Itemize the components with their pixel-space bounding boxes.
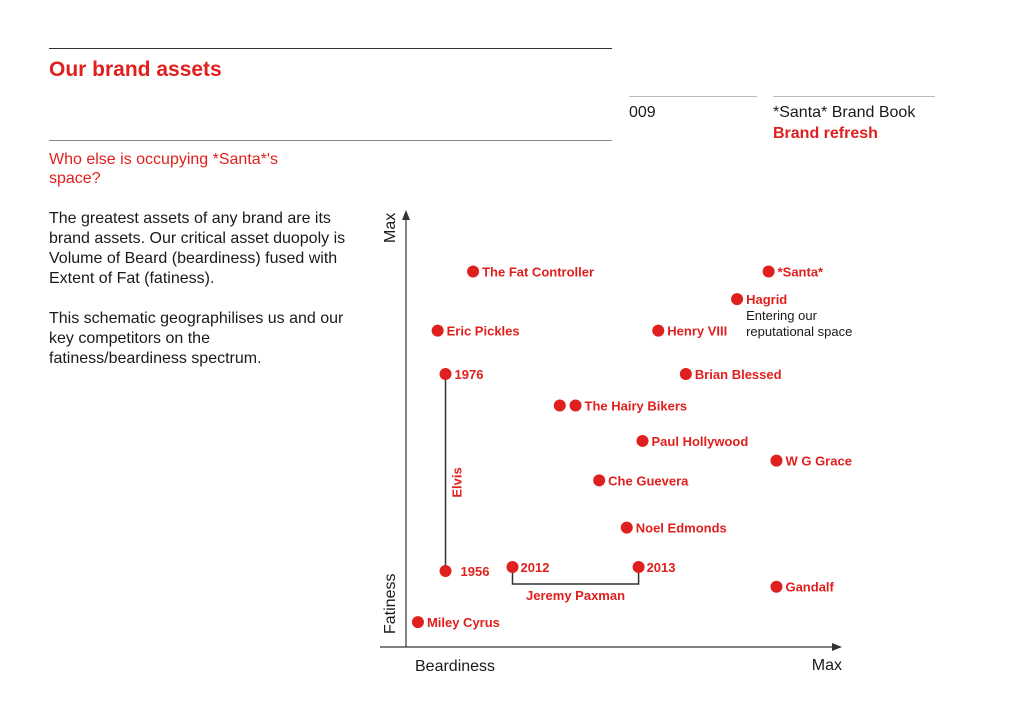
x-axis-label: Beardiness xyxy=(415,658,495,675)
range-label: Jeremy Paxman xyxy=(526,588,625,603)
range-start-point xyxy=(439,564,452,577)
y-axis-max-label: Max xyxy=(382,213,399,243)
top-rule xyxy=(49,48,612,49)
book-title-rule xyxy=(773,96,935,97)
range-start-label: 1956 xyxy=(461,564,490,579)
range-start-label: 2012 xyxy=(521,560,550,575)
x-axis-arrow xyxy=(832,643,842,651)
data-point-label: Hagrid xyxy=(746,292,787,307)
data-point-label: *Santa* xyxy=(778,265,824,280)
data-point-label: W G Grace xyxy=(785,454,851,469)
range-connector xyxy=(511,567,640,585)
range-end-point xyxy=(632,561,645,574)
data-point-label: Henry VIII xyxy=(667,324,727,339)
data-point-annotation: Entering our xyxy=(746,308,817,323)
data-point xyxy=(679,367,692,380)
section-heading: Who else is occupying *Santa*'s space? xyxy=(49,151,278,187)
data-point xyxy=(731,293,744,306)
data-point-label: The Hairy Bikers xyxy=(585,398,688,413)
data-point xyxy=(593,474,606,487)
body-paragraph-2: This schematic geographilises us and our… xyxy=(49,310,344,367)
data-point xyxy=(636,434,649,447)
data-point-label: Gandalf xyxy=(785,580,834,595)
chart-axes: Beardiness Max Fatiness Max xyxy=(380,210,842,675)
x-axis-max-label: Max xyxy=(812,657,842,674)
data-point-label: Brian Blessed xyxy=(695,367,782,382)
data-point xyxy=(652,324,665,337)
range-label: Elvis xyxy=(450,467,465,497)
data-point xyxy=(431,324,444,337)
data-point-label: The Fat Controller xyxy=(482,265,594,280)
book-subtitle: Brand refresh xyxy=(773,125,878,142)
page-title: Our brand assets xyxy=(49,58,222,81)
data-point xyxy=(762,265,775,278)
chart-ranges: Elvis 1956 1976 Jeremy Paxman 2012 2013 xyxy=(439,367,676,603)
section-rule xyxy=(49,140,612,141)
data-point xyxy=(620,521,633,534)
book-title: *Santa* Brand Book xyxy=(773,104,916,121)
data-point xyxy=(770,580,783,593)
data-point-label: Noel Edmonds xyxy=(636,521,727,536)
range-start-point xyxy=(506,561,519,574)
data-point xyxy=(411,616,424,629)
page-number-rule xyxy=(629,96,757,97)
body-text: The greatest assets of any brand are its… xyxy=(49,209,349,389)
data-point xyxy=(467,265,480,278)
body-paragraph-1: The greatest assets of any brand are its… xyxy=(49,210,346,287)
data-point-annotation: reputational space xyxy=(746,324,852,339)
range-end-label: 2013 xyxy=(647,560,676,575)
range-end-point xyxy=(439,367,452,380)
range-end-label: 1976 xyxy=(455,367,484,382)
data-point-label: Che Guevera xyxy=(608,473,689,488)
data-point-label: Miley Cyrus xyxy=(427,615,500,630)
data-point-label: Eric Pickles xyxy=(447,324,520,339)
data-point xyxy=(553,399,566,412)
data-point xyxy=(569,399,582,412)
chart-points: The Fat Controller *Santa* Hagrid Eric Pick… xyxy=(411,265,852,630)
y-axis-label: Fatiness xyxy=(382,574,399,634)
page-number: 009 xyxy=(629,104,656,121)
data-point-label: Paul Hollywood xyxy=(652,434,749,449)
y-axis-arrow xyxy=(402,210,410,220)
data-point xyxy=(770,454,783,467)
